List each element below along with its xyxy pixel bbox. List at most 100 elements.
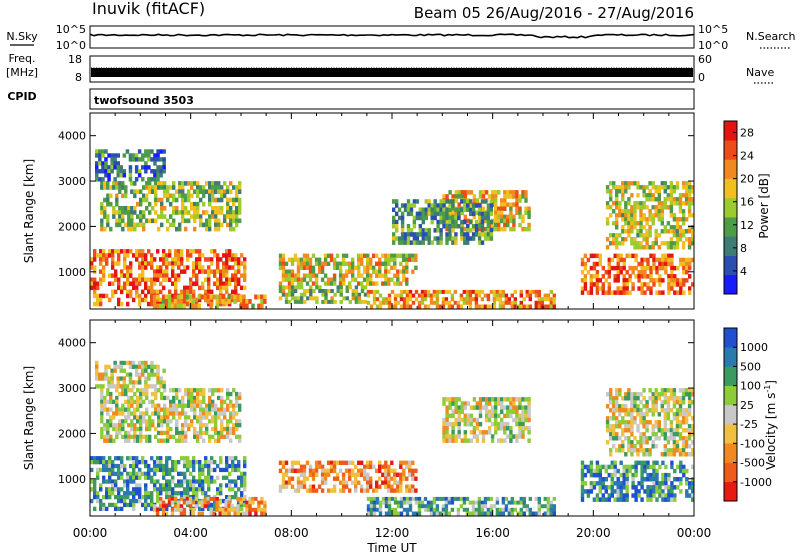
echo-cell: [489, 289, 494, 294]
echo-cell: [106, 391, 110, 397]
echo-cell: [148, 419, 152, 424]
echo-cell: [654, 396, 658, 401]
echo-cell: [164, 511, 169, 516]
echo-cell: [646, 460, 650, 466]
echo-cell: [169, 399, 173, 404]
echo-cell: [222, 301, 226, 307]
echo-cell: [348, 460, 352, 465]
echo-cell: [442, 438, 446, 443]
echo-cell: [456, 496, 461, 501]
echo-cell: [210, 502, 214, 508]
echo-cell: [308, 464, 313, 469]
echo-cell: [213, 498, 217, 504]
echo-cell: [357, 265, 361, 270]
echo-cell: [311, 273, 316, 278]
echo-cell: [136, 214, 140, 219]
echo-cell: [645, 193, 649, 198]
echo-cell: [227, 299, 231, 304]
echo-cell: [127, 434, 131, 439]
echo-cell: [165, 479, 169, 484]
echo-cell: [156, 157, 160, 162]
echo-cell: [219, 257, 223, 262]
echo-cell: [126, 265, 130, 270]
echo-cell: [481, 194, 486, 199]
echo-cell: [144, 149, 148, 154]
echo-cell: [640, 497, 644, 502]
echo-cell: [207, 471, 211, 476]
echo-cell: [639, 241, 643, 246]
echo-cell: [363, 265, 367, 270]
echo-cell: [107, 376, 111, 381]
echo-cell: [126, 253, 130, 258]
echo-cell: [435, 511, 440, 516]
echo-cell: [228, 253, 232, 258]
echo-cell: [433, 228, 437, 233]
echo-cell: [245, 507, 249, 512]
echo-cell: [210, 467, 214, 473]
echo-cell: [111, 273, 115, 278]
echo-cell: [613, 468, 617, 474]
echo-cell: [663, 416, 667, 421]
echo-cell: [691, 282, 695, 287]
echo-cell: [399, 484, 403, 489]
echo-cell: [332, 281, 337, 286]
echo-cell: [120, 495, 124, 500]
echo-cell: [335, 261, 340, 266]
echo-cell: [510, 500, 514, 505]
echo-cell: [315, 285, 319, 290]
echo-cell: [354, 285, 359, 290]
echo-cell: [372, 281, 376, 286]
echo-cell: [524, 194, 528, 199]
echo-cell: [113, 384, 117, 389]
echo-cell: [178, 411, 182, 416]
echo-cell: [219, 277, 223, 282]
echo-cell: [104, 161, 108, 166]
echo-cell: [679, 282, 683, 287]
echo-cell: [649, 472, 653, 478]
echo-cell: [229, 210, 233, 215]
echo-cell: [145, 438, 149, 443]
echo-cell: [112, 426, 116, 432]
echo-cell: [516, 500, 520, 505]
echo-cell: [326, 281, 331, 286]
echo-cell: [424, 199, 428, 204]
echo-cell: [481, 434, 486, 439]
echo-cell: [679, 468, 683, 474]
echo-cell: [477, 293, 482, 298]
echo-cell: [102, 456, 106, 461]
echo-cell: [384, 253, 388, 258]
echo-cell: [390, 289, 395, 294]
echo-cell: [112, 214, 116, 219]
echo-cell: [111, 479, 115, 484]
echo-cell: [130, 214, 134, 219]
echo-cell: [400, 240, 405, 245]
echo-cell: [96, 297, 100, 303]
echo-cell: [215, 507, 219, 512]
echo-cell: [418, 232, 422, 237]
echo-cell: [172, 434, 176, 439]
echo-cell: [226, 403, 230, 408]
echo-cell: [615, 201, 619, 206]
echo-cell: [369, 257, 373, 262]
echo-cell: [663, 436, 667, 441]
echo-cell: [290, 460, 295, 465]
echo-cell: [121, 403, 125, 408]
echo-cell: [660, 388, 664, 393]
echo-cell: [642, 201, 646, 206]
echo-cell: [501, 304, 506, 309]
echo-cell: [480, 500, 485, 505]
echo-cell: [433, 199, 437, 204]
echo-cell: [442, 194, 446, 199]
colorbar-segment: [724, 236, 737, 256]
echo-cell: [209, 294, 213, 300]
echo-cell: [681, 416, 686, 421]
echo-cell: [168, 289, 172, 295]
echo-cell: [109, 185, 113, 190]
echo-cell: [510, 507, 514, 512]
echo-cell: [124, 193, 128, 199]
echo-cell: [148, 185, 152, 190]
echo-cell: [198, 487, 202, 492]
echo-cell: [411, 496, 416, 501]
echo-cell: [451, 236, 455, 241]
echo-cell: [669, 396, 674, 401]
